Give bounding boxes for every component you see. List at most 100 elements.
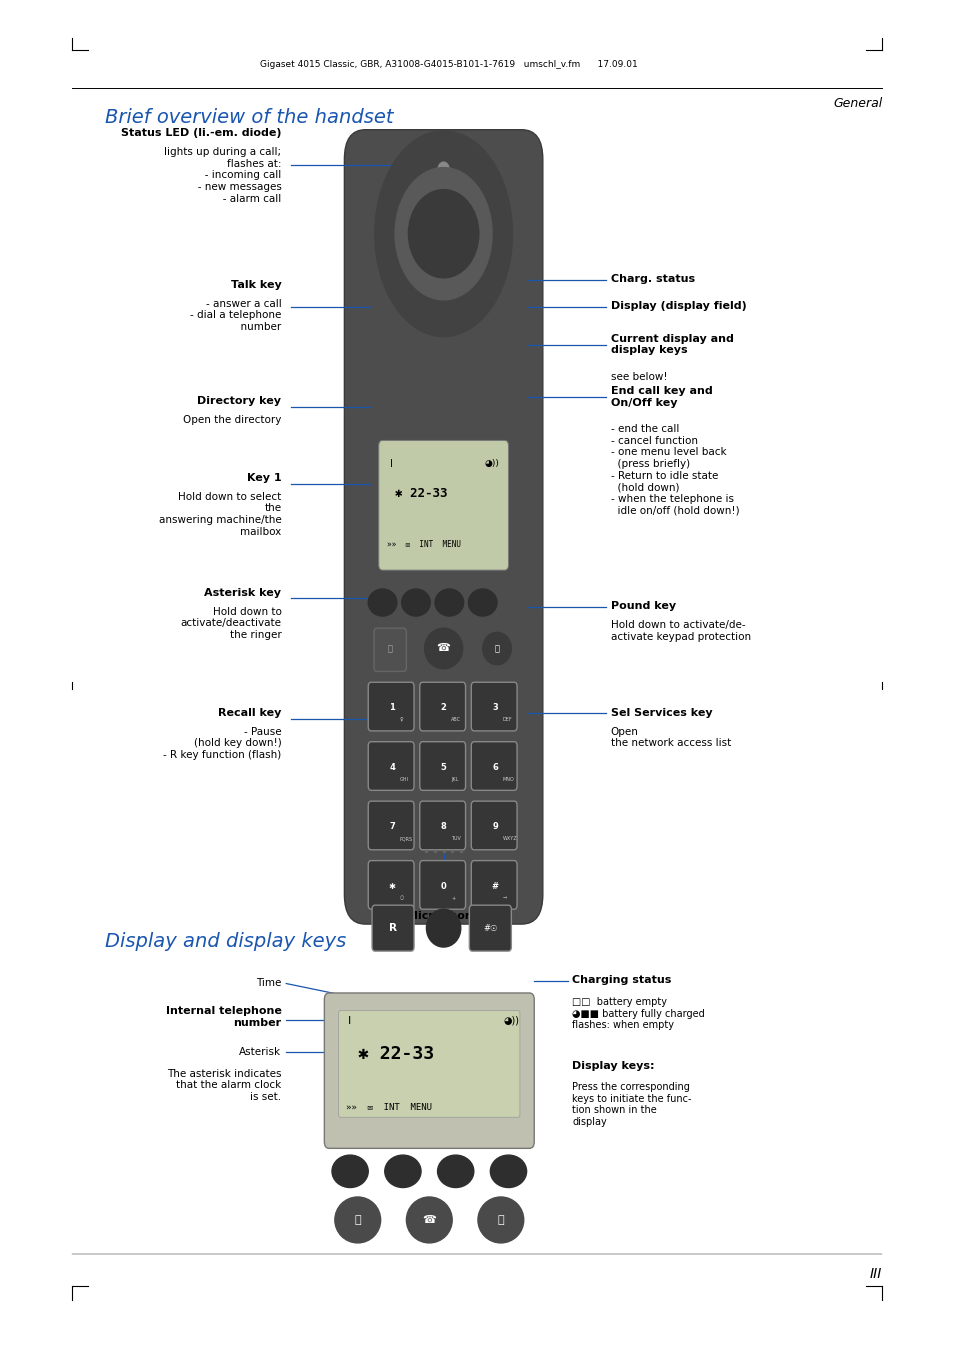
FancyBboxPatch shape xyxy=(471,801,517,850)
Text: Gigaset 4015 Classic, GBR, A31008-G4015-B101-1-7619   umschl_v.fm      17.09.01: Gigaset 4015 Classic, GBR, A31008-G4015-… xyxy=(259,61,637,69)
Text: ✱: ✱ xyxy=(388,882,395,890)
Ellipse shape xyxy=(368,589,396,616)
Text: Talk key: Talk key xyxy=(231,280,281,289)
FancyBboxPatch shape xyxy=(338,1011,519,1117)
Text: Open the directory: Open the directory xyxy=(183,415,281,424)
Text: PQRS: PQRS xyxy=(399,836,413,842)
Ellipse shape xyxy=(468,589,497,616)
Text: 7: 7 xyxy=(389,823,395,831)
Text: Charg. status: Charg. status xyxy=(610,274,694,284)
Text: lights up during a call;
flashes at:
   - incoming call
   - new messages
   - a: lights up during a call; flashes at: - i… xyxy=(164,147,281,204)
FancyBboxPatch shape xyxy=(368,682,414,731)
Text: Directory key: Directory key xyxy=(197,396,281,405)
Text: Display and display keys: Display and display keys xyxy=(105,932,346,951)
Text: Microphone: Microphone xyxy=(407,911,479,920)
Text: ⏻: ⏻ xyxy=(494,644,499,653)
Text: Brief overview of the handset: Brief overview of the handset xyxy=(105,108,393,127)
Text: - Pause
(hold key down!)
- R key function (flash): - Pause (hold key down!) - R key functio… xyxy=(163,727,281,761)
Text: Press the corresponding
keys to initiate the func-
tion shown in the
display: Press the corresponding keys to initiate… xyxy=(572,1082,691,1127)
Text: □□  battery empty
◕■■ battery fully charged
flashes: when empty: □□ battery empty ◕■■ battery fully charg… xyxy=(572,997,704,1031)
Text: 3: 3 xyxy=(492,704,497,712)
Ellipse shape xyxy=(435,589,463,616)
Text: ☎: ☎ xyxy=(436,643,450,654)
Text: ⏻: ⏻ xyxy=(497,1215,503,1225)
FancyBboxPatch shape xyxy=(471,682,517,731)
Text: ✱ 22-33: ✱ 22-33 xyxy=(395,486,447,500)
FancyBboxPatch shape xyxy=(419,742,465,790)
Text: I: I xyxy=(390,459,393,469)
Text: #☉: #☉ xyxy=(482,924,497,932)
Ellipse shape xyxy=(406,1197,452,1243)
Text: Hold down to activate/de-
activate keypad protection: Hold down to activate/de- activate keypa… xyxy=(610,620,750,642)
Text: Internal telephone
number: Internal telephone number xyxy=(166,1006,281,1028)
FancyBboxPatch shape xyxy=(378,440,508,570)
Text: Asterisk: Asterisk xyxy=(239,1047,281,1056)
Ellipse shape xyxy=(477,1197,523,1243)
FancyBboxPatch shape xyxy=(471,742,517,790)
Text: Status LED (li.-em. diode): Status LED (li.-em. diode) xyxy=(121,128,281,138)
Text: see below!: see below! xyxy=(610,372,666,381)
Text: 1: 1 xyxy=(389,704,395,712)
Text: ◕)): ◕)) xyxy=(483,459,498,469)
Ellipse shape xyxy=(437,1155,474,1188)
Text: 6: 6 xyxy=(492,763,497,771)
Text: »»  ✉  INT  MENU: »» ✉ INT MENU xyxy=(387,539,461,549)
FancyBboxPatch shape xyxy=(419,801,465,850)
Ellipse shape xyxy=(332,1155,368,1188)
Ellipse shape xyxy=(335,1197,380,1243)
FancyBboxPatch shape xyxy=(419,682,465,731)
Ellipse shape xyxy=(384,1155,420,1188)
FancyBboxPatch shape xyxy=(469,905,511,951)
Text: ⎕: ⎕ xyxy=(387,644,393,653)
Ellipse shape xyxy=(426,909,460,947)
Text: ✱ 22-33: ✱ 22-33 xyxy=(357,1044,434,1063)
Text: Charging status: Charging status xyxy=(572,975,671,985)
Text: - answer a call
- dial a telephone
  number: - answer a call - dial a telephone numbe… xyxy=(190,299,281,332)
Text: 2: 2 xyxy=(440,704,446,712)
Text: Time: Time xyxy=(255,978,281,988)
Ellipse shape xyxy=(395,168,492,300)
Text: ○: ○ xyxy=(399,896,403,901)
Text: ☎: ☎ xyxy=(422,1215,436,1225)
Text: →: → xyxy=(502,896,506,901)
Text: Hold down to
activate/deactivate
the ringer: Hold down to activate/deactivate the rin… xyxy=(180,607,281,640)
Ellipse shape xyxy=(424,628,462,669)
Text: III: III xyxy=(869,1267,882,1281)
Ellipse shape xyxy=(482,632,511,665)
FancyBboxPatch shape xyxy=(368,861,414,909)
Text: 5: 5 xyxy=(440,763,446,771)
Text: Display keys:: Display keys: xyxy=(572,1061,654,1070)
Text: I: I xyxy=(348,1016,351,1025)
Text: GHI: GHI xyxy=(399,777,408,782)
Text: Key 1: Key 1 xyxy=(247,473,281,482)
Text: General: General xyxy=(832,97,882,111)
Text: Sel Services key: Sel Services key xyxy=(610,708,712,717)
Text: +: + xyxy=(451,896,455,901)
Text: R: R xyxy=(389,923,396,934)
Text: ABC: ABC xyxy=(451,717,460,723)
FancyBboxPatch shape xyxy=(372,905,414,951)
Text: The asterisk indicates
that the alarm clock
is set.: The asterisk indicates that the alarm cl… xyxy=(167,1069,281,1102)
Ellipse shape xyxy=(375,131,512,336)
Text: #: # xyxy=(491,882,498,890)
Text: End call key and
On/Off key: End call key and On/Off key xyxy=(610,386,712,408)
FancyBboxPatch shape xyxy=(368,801,414,850)
Ellipse shape xyxy=(401,589,430,616)
Text: ◕)): ◕)) xyxy=(503,1016,519,1025)
Text: MNO: MNO xyxy=(502,777,514,782)
Text: 8: 8 xyxy=(440,823,446,831)
FancyBboxPatch shape xyxy=(471,861,517,909)
Text: Recall key: Recall key xyxy=(218,708,281,717)
Text: 4: 4 xyxy=(389,763,395,771)
Text: ⎕: ⎕ xyxy=(355,1215,360,1225)
Text: Current display and
display keys: Current display and display keys xyxy=(610,334,733,355)
FancyBboxPatch shape xyxy=(374,628,406,671)
Text: Asterisk key: Asterisk key xyxy=(204,588,281,597)
Text: 0: 0 xyxy=(440,882,446,890)
FancyBboxPatch shape xyxy=(344,130,542,924)
Text: - end the call
- cancel function
- one menu level back
  (press briefly)
- Retur: - end the call - cancel function - one m… xyxy=(610,424,739,516)
Text: JKL: JKL xyxy=(451,777,458,782)
Ellipse shape xyxy=(408,189,478,278)
FancyBboxPatch shape xyxy=(419,861,465,909)
Text: TUV: TUV xyxy=(451,836,460,842)
